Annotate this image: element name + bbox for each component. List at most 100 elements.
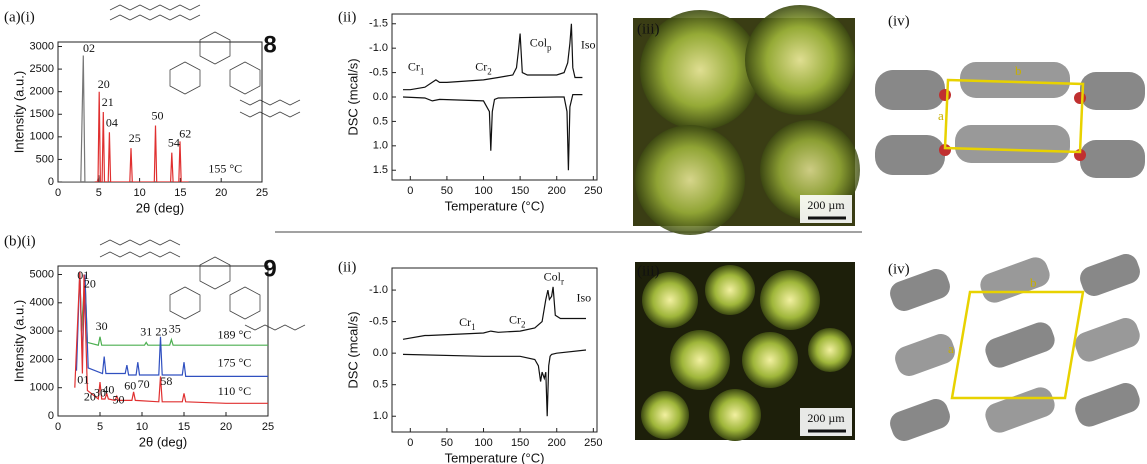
x-tick-label: 0 [55, 421, 61, 433]
panel-label: (b)(i) [4, 233, 36, 249]
x-tick-label: 20 [220, 421, 232, 433]
annotation-text: Iso [576, 290, 591, 304]
annotation-subscript: r [561, 277, 564, 287]
annotation-text: 20 [98, 77, 110, 91]
annotation: 50 [152, 108, 164, 122]
annotation: 35 [169, 321, 181, 335]
y-tick-label: 2500 [30, 63, 54, 75]
annotation-text: 175 °C [217, 355, 251, 369]
x-tick-label: 100 [474, 437, 492, 449]
annotation-text: 21 [102, 95, 114, 109]
x-tick-label: 10 [133, 187, 145, 199]
annotation: 60 [124, 378, 136, 392]
y-tick-label: 0.0 [373, 347, 388, 359]
panel-label: (iii) [637, 21, 660, 37]
annotation: Colr [544, 269, 564, 286]
annotation-text: Cr [459, 315, 471, 329]
annotation-subscript: 1 [471, 322, 476, 332]
x-tick-label: 150 [511, 185, 529, 197]
x-tick-label: 250 [584, 437, 602, 449]
annotation: 58 [160, 374, 172, 388]
annotation-text: 20 [84, 276, 96, 290]
annotation: 20 [98, 77, 110, 91]
annotation-subscript: 2 [487, 67, 492, 77]
x-tick-label: 20 [215, 187, 227, 199]
data-line [403, 23, 583, 91]
y-tick-label: -0.5 [369, 316, 388, 328]
x-tick-label: 0 [407, 437, 413, 449]
x-tick-label: 50 [441, 185, 453, 197]
structure-sketch [99, 4, 306, 331]
y-tick-label: 3000 [30, 40, 54, 52]
annotation-text: 40 [102, 382, 114, 396]
annotation: 155 °C [208, 161, 242, 175]
y-axis-label: DSC (mcal/s) [345, 58, 360, 135]
y-tick-label: 0.0 [373, 91, 388, 103]
annotation-text: 155 °C [208, 161, 242, 175]
annotation: 62 [179, 126, 191, 140]
annotation-text: 62 [179, 126, 191, 140]
annotation-text: Cr [509, 312, 521, 326]
annotation: 04 [106, 115, 118, 129]
y-tick-label: 0 [48, 410, 54, 422]
annotation-text: 01 [77, 372, 89, 386]
y-tick-label: 0.5 [373, 379, 388, 391]
annotation-text: Iso [581, 37, 596, 51]
annotation: 20 [84, 389, 96, 403]
axis-label: a [938, 108, 944, 123]
x-axis-label: Temperature (°C) [445, 450, 545, 464]
x-axis-label: Temperature (°C) [445, 198, 545, 213]
annotation-text: 70 [138, 377, 150, 391]
scale-bar-label: 200 µm [807, 198, 845, 212]
annotation: 20 [84, 276, 96, 290]
annotation: 30 [96, 319, 108, 333]
y-tick-label: 1.0 [373, 410, 388, 422]
x-tick-label: 5 [97, 421, 103, 433]
annotation-text: 04 [106, 115, 118, 129]
x-tick-label: 0 [407, 185, 413, 197]
axis-label: a [948, 341, 954, 356]
y-tick-label: 0 [48, 176, 54, 188]
y-tick-label: 1.5 [373, 164, 388, 176]
data-line [402, 286, 586, 340]
axis-label: b [1030, 275, 1037, 290]
axis-label: b [1015, 63, 1022, 78]
annotation: 21 [102, 95, 114, 109]
panel-label: (iv) [888, 261, 910, 277]
annotation-text: 50 [112, 392, 124, 406]
y-tick-label: 500 [36, 153, 54, 165]
annotation-text: 110 °C [218, 384, 251, 398]
annotation: Cr2 [475, 59, 492, 76]
micrograph: 200 µm [635, 262, 855, 441]
y-tick-label: -0.5 [369, 66, 388, 78]
data-line [75, 271, 268, 377]
y-tick-label: 1500 [30, 108, 54, 120]
annotation: 23 [155, 324, 167, 338]
panel-label: (ii) [338, 259, 356, 275]
data-line [402, 349, 587, 417]
annotation-text: 20 [84, 389, 96, 403]
annotation: Colp [530, 35, 552, 52]
panel-label: (iii) [637, 263, 660, 279]
annotation: 110 °C [218, 384, 251, 398]
annotation-text: 30 [96, 319, 108, 333]
y-tick-label: -1.0 [369, 284, 388, 296]
y-tick-label: 2000 [30, 86, 54, 98]
annotation: 40 [102, 382, 114, 396]
annotation: 31 [140, 324, 152, 338]
annotation: 01 [77, 268, 89, 282]
x-tick-label: 25 [256, 187, 268, 199]
y-axis-label: Intensity (a.u.) [11, 71, 26, 153]
x-tick-label: 15 [178, 421, 190, 433]
annotation-text: 31 [140, 324, 152, 338]
x-tick-label: 5 [96, 187, 102, 199]
compound-label: 9 [263, 255, 276, 282]
annotation: 70 [138, 377, 150, 391]
x-tick-label: 200 [548, 185, 566, 197]
annotation-text: 30 [94, 385, 106, 399]
annotation-text: 189 °C [217, 327, 251, 341]
x-axis-label: 2θ (deg) [136, 200, 184, 215]
packing-diagram: b a [890, 254, 1140, 441]
y-tick-label: 1.0 [373, 140, 388, 152]
packing-diagram: b a [875, 62, 1145, 178]
